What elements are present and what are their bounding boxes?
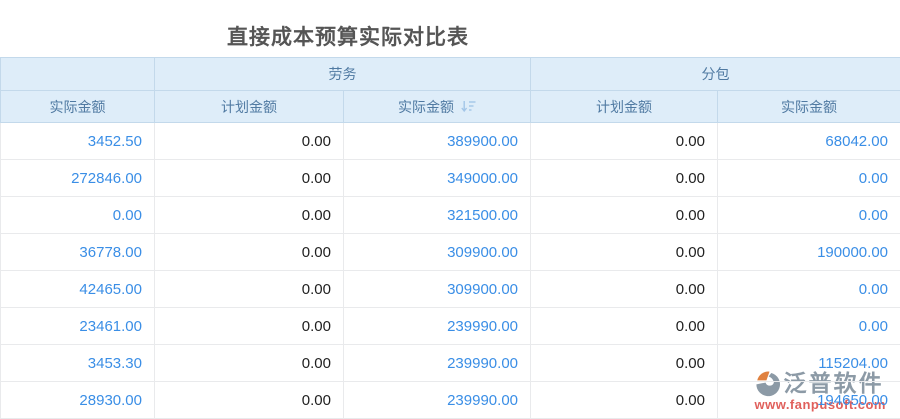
column-header-subcontract-actual[interactable]: 实际金额 bbox=[718, 91, 900, 123]
amount-cell-subcontract-actual[interactable]: 194650.00 bbox=[718, 382, 900, 419]
amount-cell-labor-actual[interactable]: 389900.00 bbox=[344, 123, 531, 160]
amount-cell-subcontract-planned: 0.00 bbox=[531, 160, 718, 197]
amount-cell-subcontract-actual[interactable]: 0.00 bbox=[718, 160, 900, 197]
column-header-label: 实际金额 bbox=[398, 97, 454, 117]
amount-cell-labor-planned: 0.00 bbox=[155, 382, 344, 419]
amount-cell-subcontract-actual[interactable]: 0.00 bbox=[718, 308, 900, 345]
page-title: 直接成本预算实际对比表 bbox=[0, 21, 696, 51]
corner-header-cell bbox=[1, 58, 155, 91]
amount-cell-labor-planned: 0.00 bbox=[155, 123, 344, 160]
amount-cell-subcontract-actual[interactable]: 0.00 bbox=[718, 271, 900, 308]
table-row: 42465.00 0.00 309900.00 0.00 0.00 bbox=[1, 271, 900, 308]
amount-cell-labor-planned: 0.00 bbox=[155, 234, 344, 271]
amount-cell-subcontract-actual[interactable]: 115204.00 bbox=[718, 345, 900, 382]
table-row: 3452.50 0.00 389900.00 0.00 68042.00 bbox=[1, 123, 900, 160]
amount-cell-labor-actual[interactable]: 239990.00 bbox=[344, 345, 531, 382]
amount-cell-subcontract-planned: 0.00 bbox=[531, 345, 718, 382]
column-header-labor-planned[interactable]: 计划金额 bbox=[155, 91, 344, 123]
column-header-actual-amount[interactable]: 实际金额 bbox=[1, 91, 155, 123]
amount-cell-subcontract-planned: 0.00 bbox=[531, 234, 718, 271]
column-header-row: 实际金额 计划金额 实际金额 bbox=[1, 91, 900, 123]
amount-cell-labor-planned: 0.00 bbox=[155, 271, 344, 308]
column-header-subcontract-planned[interactable]: 计划金额 bbox=[531, 91, 718, 123]
amount-cell-labor-actual[interactable]: 321500.00 bbox=[344, 197, 531, 234]
amount-cell-actual[interactable]: 36778.00 bbox=[1, 234, 155, 271]
table-row: 23461.00 0.00 239990.00 0.00 0.00 bbox=[1, 308, 900, 345]
amount-cell-actual[interactable]: 42465.00 bbox=[1, 271, 155, 308]
amount-cell-actual[interactable]: 23461.00 bbox=[1, 308, 155, 345]
amount-cell-actual[interactable]: 272846.00 bbox=[1, 160, 155, 197]
amount-cell-subcontract-planned: 0.00 bbox=[531, 382, 718, 419]
table-row: 272846.00 0.00 349000.00 0.00 0.00 bbox=[1, 160, 900, 197]
amount-cell-labor-actual[interactable]: 349000.00 bbox=[344, 160, 531, 197]
amount-cell-subcontract-planned: 0.00 bbox=[531, 197, 718, 234]
amount-cell-actual[interactable]: 28930.00 bbox=[1, 382, 155, 419]
comparison-table-container: 劳务 分包 实际金额 计划金额 实际金额 bbox=[0, 57, 900, 419]
group-header-row: 劳务 分包 bbox=[1, 58, 900, 91]
amount-cell-labor-actual[interactable]: 239990.00 bbox=[344, 308, 531, 345]
column-header-labor-actual[interactable]: 实际金额 bbox=[344, 91, 531, 123]
amount-cell-actual[interactable]: 0.00 bbox=[1, 197, 155, 234]
amount-cell-labor-actual[interactable]: 239990.00 bbox=[344, 382, 531, 419]
table-row: 36778.00 0.00 309900.00 0.00 190000.00 bbox=[1, 234, 900, 271]
sort-descending-icon[interactable] bbox=[461, 100, 476, 113]
amount-cell-labor-planned: 0.00 bbox=[155, 160, 344, 197]
amount-cell-subcontract-actual[interactable]: 190000.00 bbox=[718, 234, 900, 271]
comparison-table: 劳务 分包 实际金额 计划金额 实际金额 bbox=[0, 57, 900, 419]
amount-cell-actual[interactable]: 3452.50 bbox=[1, 123, 155, 160]
group-header-subcontract: 分包 bbox=[531, 58, 900, 91]
amount-cell-subcontract-planned: 0.00 bbox=[531, 271, 718, 308]
amount-cell-labor-actual[interactable]: 309900.00 bbox=[344, 271, 531, 308]
amount-cell-subcontract-planned: 0.00 bbox=[531, 308, 718, 345]
amount-cell-actual[interactable]: 3453.30 bbox=[1, 345, 155, 382]
amount-cell-labor-planned: 0.00 bbox=[155, 308, 344, 345]
table-row: 3453.30 0.00 239990.00 0.00 115204.00 bbox=[1, 345, 900, 382]
amount-cell-subcontract-planned: 0.00 bbox=[531, 123, 718, 160]
amount-cell-labor-planned: 0.00 bbox=[155, 197, 344, 234]
amount-cell-labor-actual[interactable]: 309900.00 bbox=[344, 234, 531, 271]
table-row: 28930.00 0.00 239990.00 0.00 194650.00 bbox=[1, 382, 900, 419]
amount-cell-labor-planned: 0.00 bbox=[155, 345, 344, 382]
amount-cell-subcontract-actual[interactable]: 68042.00 bbox=[718, 123, 900, 160]
group-header-labor: 劳务 bbox=[155, 58, 531, 91]
amount-cell-subcontract-actual[interactable]: 0.00 bbox=[718, 197, 900, 234]
table-row: 0.00 0.00 321500.00 0.00 0.00 bbox=[1, 197, 900, 234]
